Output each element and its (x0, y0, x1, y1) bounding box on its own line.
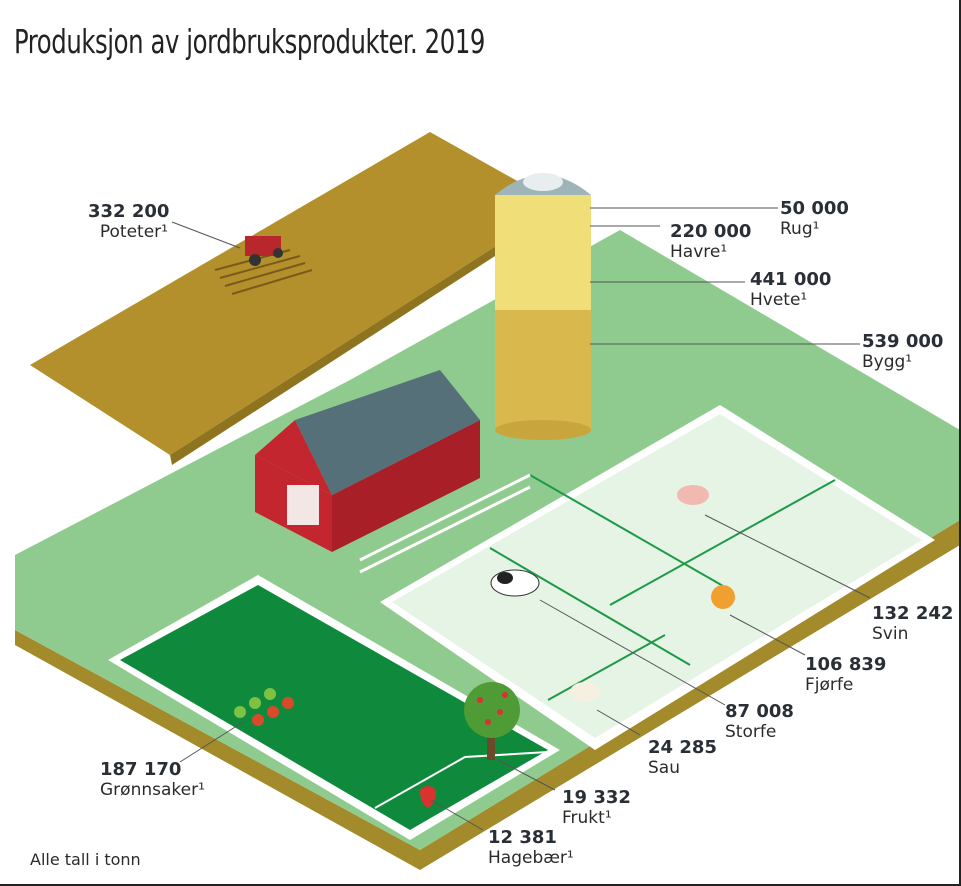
poteter-name: Poteter¹ (99, 222, 168, 242)
gronnsaker-name: Grønnsaker¹ (100, 780, 205, 800)
frukt-name: Frukt¹ (562, 808, 612, 828)
storfe-label: 87 008 Storfe (725, 701, 794, 743)
pig-icon (677, 485, 709, 505)
bygg-value: 539 000 (862, 331, 944, 352)
garden-bed (120, 585, 548, 830)
hvete-name: Hvete¹ (750, 290, 808, 310)
bygg-label: 539 000 Bygg¹ (862, 331, 944, 373)
page-title: Produksjon av jordbruksprodukter. 2019 (14, 22, 485, 61)
potato-field (30, 132, 560, 455)
havre-value: 220 000 (670, 221, 752, 242)
hagebaer-name: Hagebær¹ (488, 848, 574, 868)
fjorfe-value: 106 839 (805, 654, 887, 675)
rug-name: Rug¹ (780, 219, 820, 239)
rug-label: 50 000 Rug¹ (780, 198, 849, 240)
sau-value: 24 285 (648, 737, 717, 758)
barn-icon (255, 370, 480, 552)
fence-icon (359, 473, 531, 574)
hvete-label: 441 000 Hvete¹ (750, 269, 832, 311)
gronnsaker-label: 187 170 Grønnsaker¹ (100, 759, 205, 801)
storfe-name: Storfe (725, 722, 777, 742)
apple-tree-icon (464, 682, 520, 760)
right-border (959, 0, 961, 886)
sau-label: 24 285 Sau (648, 737, 717, 779)
bygg-name: Bygg¹ (862, 352, 913, 372)
vegetables-icon (234, 688, 294, 726)
rug-value: 50 000 (780, 198, 849, 219)
havre-label: 220 000 Havre¹ (670, 221, 752, 263)
svin-label: 132 242 Svin (872, 603, 954, 645)
havre-name: Havre¹ (670, 242, 728, 262)
gronnsaker-value: 187 170 (100, 759, 182, 780)
poteter-value: 332 200 (88, 201, 170, 222)
sau-name: Sau (648, 758, 680, 778)
hagebaer-label: 12 381 Hagebær¹ (488, 827, 574, 869)
tractor-icon (214, 236, 313, 295)
cow-icon (490, 569, 540, 597)
frukt-value: 19 332 (562, 787, 631, 808)
sheep-icon (570, 682, 600, 702)
svin-name: Svin (872, 624, 909, 644)
hagebaer-value: 12 381 (488, 827, 557, 848)
bottom-border (0, 884, 961, 886)
svin-value: 132 242 (872, 603, 954, 624)
unit-note: Alle tall i tonn (30, 850, 141, 869)
storfe-value: 87 008 (725, 701, 794, 722)
berry-icon (420, 786, 436, 808)
fjorfe-label: 106 839 Fjørfe (805, 654, 887, 696)
chicken-icon (711, 585, 735, 609)
frukt-label: 19 332 Frukt¹ (562, 787, 631, 829)
poteter-label: 332 200 Poteter¹ (88, 201, 170, 243)
silo-icon (495, 173, 591, 440)
hvete-value: 441 000 (750, 269, 832, 290)
fjorfe-name: Fjørfe (805, 675, 854, 695)
